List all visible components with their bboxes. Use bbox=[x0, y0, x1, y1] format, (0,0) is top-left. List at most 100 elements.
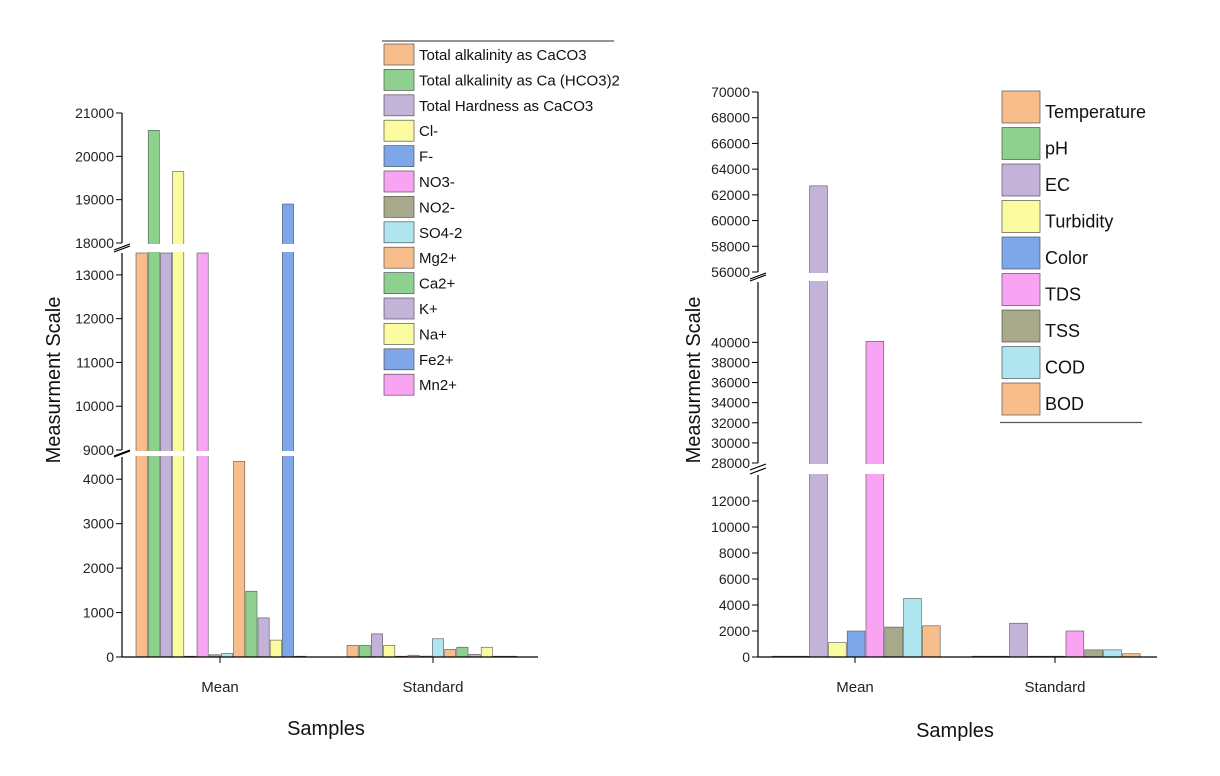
legend-label: Cl- bbox=[419, 123, 438, 140]
axis-break-gap bbox=[123, 244, 539, 252]
bar-ca2--mean bbox=[245, 590, 258, 658]
y-tick-label: 10000 bbox=[711, 519, 750, 535]
axis-break-gap bbox=[759, 273, 1158, 281]
left-category-label-mean: Mean bbox=[201, 679, 239, 696]
bar-total-alkalinity-as-ca-hco3-2-mean bbox=[147, 130, 160, 658]
y-tick-label: 58000 bbox=[711, 238, 750, 254]
y-tick-label: 4000 bbox=[83, 471, 114, 487]
y-tick-label: 19000 bbox=[75, 192, 114, 208]
bar-tss-mean bbox=[884, 626, 903, 658]
legend-label: Ca2+ bbox=[419, 276, 456, 293]
y-tick-label: 12000 bbox=[711, 493, 750, 509]
y-tick-label: 70000 bbox=[711, 84, 750, 100]
legend-swatch bbox=[383, 373, 415, 396]
axis-break-mark bbox=[749, 463, 767, 471]
bar-tss-standard bbox=[1084, 649, 1103, 658]
right-x-axis-title: Samples bbox=[916, 720, 994, 742]
y-tick-label: 36000 bbox=[711, 375, 750, 391]
left-legend: Total alkalinity as CaCO3 Total alkalinit… bbox=[382, 40, 620, 396]
axis-break-mark bbox=[113, 450, 131, 458]
legend-label: EC bbox=[1045, 175, 1070, 195]
y-tick-label: 30000 bbox=[711, 435, 750, 451]
legend-swatch bbox=[383, 170, 415, 193]
legend-swatch bbox=[383, 323, 415, 345]
right-bars bbox=[759, 185, 1158, 658]
axis-break-mark bbox=[113, 245, 131, 253]
left-chart: 0 1000 2000 3000 4000 9000 10000 11000 12000 1300… bbox=[43, 40, 620, 740]
legend-swatch bbox=[1001, 346, 1041, 379]
legend-swatch bbox=[1001, 309, 1041, 343]
bar-tds-standard bbox=[1065, 630, 1085, 658]
y-tick-label: 9000 bbox=[83, 442, 114, 458]
legend-label: Mn2+ bbox=[419, 377, 457, 394]
legend-swatch bbox=[383, 119, 415, 142]
legend-swatch bbox=[383, 297, 415, 320]
legend-swatch bbox=[1001, 90, 1041, 124]
y-tick-label: 10000 bbox=[75, 398, 114, 414]
y-tick-label: 60000 bbox=[711, 213, 750, 229]
y-tick-label: 20000 bbox=[75, 148, 114, 164]
legend-swatch bbox=[383, 94, 415, 117]
right-legend: Temperature pH EC Turbidity Color TDS TSS COD BO… bbox=[1000, 90, 1146, 424]
legend-label: K+ bbox=[419, 301, 438, 318]
y-tick-label: 34000 bbox=[711, 395, 750, 411]
legend-swatch bbox=[383, 221, 415, 244]
axis-break-mark bbox=[113, 449, 131, 457]
bar-color-mean bbox=[846, 630, 866, 658]
legend-swatch bbox=[1001, 163, 1041, 197]
left-y-axis-title: Measurment Scale bbox=[43, 297, 65, 464]
legend-label: Fe2+ bbox=[419, 352, 454, 369]
axis-break-mark bbox=[113, 243, 131, 251]
y-tick-label: 0 bbox=[106, 649, 114, 665]
bar-ec-mean bbox=[809, 185, 828, 658]
y-tick-label: 0 bbox=[742, 649, 750, 665]
right-category-label-mean: Mean bbox=[836, 679, 874, 696]
legend-swatch bbox=[383, 272, 415, 294]
bar-bod-mean bbox=[922, 625, 941, 658]
legend-label: BOD bbox=[1045, 394, 1084, 414]
right-y-axis-title: Measurment Scale bbox=[683, 297, 705, 464]
y-tick-label: 32000 bbox=[711, 415, 750, 431]
left-category-label-standard: Standard bbox=[403, 679, 464, 696]
legend-label: Mg2+ bbox=[419, 250, 457, 267]
bar-ca2--standard bbox=[456, 646, 469, 658]
bar-tds-mean bbox=[865, 341, 885, 658]
y-tick-label: 66000 bbox=[711, 135, 750, 151]
bar-mg2--mean bbox=[233, 461, 246, 658]
legend-swatch bbox=[383, 43, 415, 66]
y-tick-label: 6000 bbox=[719, 571, 750, 587]
legend-swatch bbox=[383, 348, 415, 371]
legend-label: TDS bbox=[1045, 285, 1081, 305]
legend-label: Na+ bbox=[419, 326, 447, 343]
y-tick-label: 68000 bbox=[711, 110, 750, 126]
legend-swatch bbox=[1001, 200, 1041, 233]
bar-cod-standard bbox=[1103, 649, 1122, 658]
y-tick-label: 11000 bbox=[76, 354, 114, 370]
y-tick-label: 28000 bbox=[711, 455, 750, 471]
right-chart: 0 2000 4000 6000 8000 10000 12000 28000 30000 320… bbox=[683, 84, 1158, 742]
legend-label: COD bbox=[1045, 358, 1085, 378]
y-tick-label: 2000 bbox=[719, 623, 750, 639]
axis-break-mark bbox=[749, 467, 767, 475]
y-tick-label: 3000 bbox=[83, 516, 114, 532]
legend-label: pH bbox=[1045, 139, 1068, 159]
legend-label: TSS bbox=[1045, 321, 1080, 341]
axis-break-mark bbox=[749, 272, 767, 280]
legend-label: NO2- bbox=[419, 199, 455, 216]
y-tick-label: 4000 bbox=[719, 597, 750, 613]
legend-label: Turbidity bbox=[1045, 212, 1113, 232]
left-y-axis: 0 1000 2000 3000 4000 9000 10000 11000 12000 1300… bbox=[75, 105, 538, 665]
left-bars bbox=[123, 130, 539, 658]
legend-swatch bbox=[1001, 127, 1041, 160]
axis-break-mark bbox=[749, 274, 767, 282]
legend-label: Temperature bbox=[1045, 102, 1146, 122]
bar-cod-mean bbox=[903, 598, 922, 658]
legend-label: F- bbox=[419, 149, 433, 166]
y-tick-label: 38000 bbox=[711, 354, 750, 370]
bar-mg2--standard bbox=[444, 649, 457, 658]
bar-total-alkalinity-as-caco3-standard bbox=[346, 645, 359, 658]
axis-break-gap bbox=[759, 464, 1158, 474]
y-tick-label: 13000 bbox=[75, 267, 114, 283]
legend-label: Total Hardness as CaCO3 bbox=[419, 98, 593, 115]
